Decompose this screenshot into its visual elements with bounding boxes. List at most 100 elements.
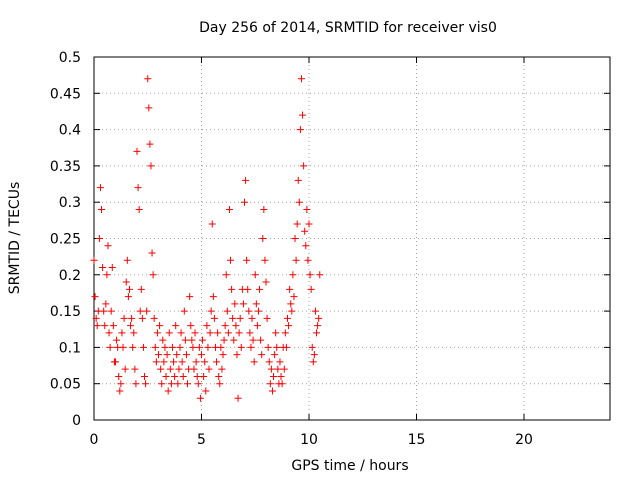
data-point (284, 314, 291, 322)
data-point (113, 336, 121, 344)
data-point (286, 285, 294, 293)
data-point (242, 176, 250, 184)
data-point (91, 293, 99, 301)
data-point (133, 147, 141, 155)
data-point (102, 300, 110, 308)
data-point (306, 271, 314, 279)
data-points (90, 75, 324, 402)
data-point (109, 322, 117, 330)
data-point (181, 336, 189, 344)
data-point (304, 256, 312, 264)
x-axis: 0 5 10 15 20 (90, 57, 533, 448)
data-point (249, 336, 257, 344)
data-point (202, 387, 210, 395)
data-point (272, 329, 280, 337)
data-point (235, 329, 243, 337)
data-point (103, 271, 111, 279)
data-point (207, 307, 215, 315)
data-point (271, 351, 279, 359)
chart-title: Day 256 of 2014, SRMTID for receiver vis… (199, 20, 497, 36)
data-point (215, 372, 223, 380)
data-point (180, 307, 188, 315)
grid (94, 57, 610, 420)
data-point (171, 372, 179, 380)
data-point (193, 372, 201, 380)
data-point (223, 307, 231, 315)
data-point (307, 285, 315, 293)
data-point (122, 278, 130, 286)
data-point (196, 394, 204, 402)
data-point (163, 351, 171, 359)
data-point (268, 387, 276, 395)
data-point (251, 271, 259, 279)
data-point (117, 380, 125, 388)
data-point (260, 205, 268, 213)
data-point (115, 372, 123, 380)
data-point (195, 343, 203, 351)
data-point (262, 278, 270, 286)
data-point (184, 380, 192, 388)
plot-area-frame (93, 56, 611, 421)
data-point (314, 322, 322, 330)
data-point (158, 380, 166, 388)
data-point (194, 380, 202, 388)
data-point (173, 351, 181, 359)
data-point (246, 329, 254, 337)
data-point (285, 322, 293, 330)
data-point (177, 329, 185, 337)
data-point (221, 322, 229, 330)
data-point (299, 111, 307, 119)
data-point (176, 343, 184, 351)
data-point (98, 205, 106, 213)
data-point (224, 329, 232, 337)
data-point (220, 336, 228, 344)
y-tick-label: 0.3 (59, 195, 81, 211)
data-point (277, 372, 285, 380)
x-axis-label: GPS time / hours (291, 458, 408, 474)
data-point (131, 365, 139, 373)
data-point (199, 336, 207, 344)
data-point (149, 271, 157, 279)
data-point (261, 256, 269, 264)
data-point (137, 285, 145, 293)
data-point (203, 322, 211, 330)
data-point (267, 365, 275, 373)
data-point (293, 220, 301, 228)
data-point (174, 380, 182, 388)
data-point (282, 343, 290, 351)
data-point (237, 343, 245, 351)
data-point (233, 351, 241, 359)
data-point (139, 343, 147, 351)
data-point (118, 329, 126, 337)
data-point (257, 336, 265, 344)
data-point (297, 75, 305, 83)
data-point (315, 314, 323, 322)
data-point (159, 336, 167, 344)
y-tick-label: 0.4 (59, 123, 81, 139)
data-point (228, 285, 236, 293)
data-point (270, 372, 278, 380)
data-point (186, 293, 194, 301)
data-point (116, 387, 124, 395)
data-point (124, 293, 132, 301)
y-tick-label: 0.25 (50, 232, 81, 248)
y-tick-label: 0.2 (59, 268, 81, 284)
data-point (130, 329, 138, 337)
x-tick-label: 20 (515, 432, 533, 448)
data-point (135, 205, 143, 213)
data-point (178, 358, 186, 366)
data-point (208, 220, 216, 228)
data-point (127, 322, 135, 330)
y-tick-label: 0.35 (50, 159, 81, 175)
data-point (308, 343, 316, 351)
data-point (217, 343, 225, 351)
data-point (266, 380, 274, 388)
data-point (141, 372, 149, 380)
data-point (107, 307, 115, 315)
data-point (264, 343, 272, 351)
data-point (123, 256, 131, 264)
data-point (276, 358, 284, 366)
data-point (165, 329, 173, 337)
data-point (300, 162, 308, 170)
